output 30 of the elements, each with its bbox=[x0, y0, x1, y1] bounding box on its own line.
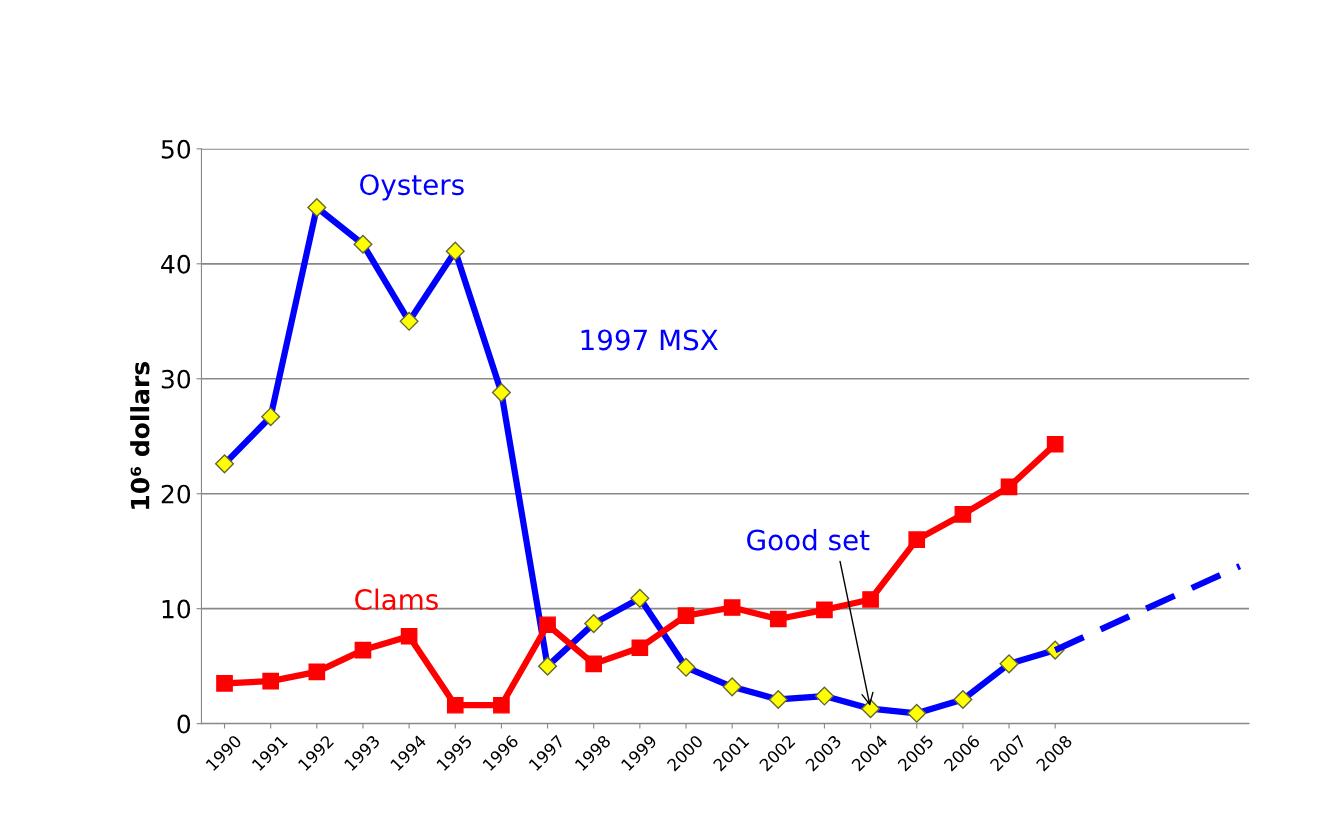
annotation: Clams bbox=[355, 588, 438, 611]
point bbox=[354, 641, 372, 659]
y-tick-label: 40 bbox=[161, 254, 191, 274]
point bbox=[769, 610, 787, 628]
y-tick-label: 50 bbox=[161, 139, 191, 159]
point bbox=[816, 601, 833, 619]
point bbox=[585, 655, 603, 673]
point bbox=[1046, 435, 1064, 453]
point bbox=[216, 675, 233, 692]
y-tick-label: 30 bbox=[161, 369, 191, 389]
point bbox=[677, 607, 695, 624]
annotation: Good set bbox=[747, 529, 870, 551]
y-tick-label: 10 bbox=[162, 599, 191, 619]
point bbox=[1000, 478, 1018, 496]
point bbox=[631, 639, 649, 657]
y-tick-label: 20 bbox=[161, 484, 191, 504]
point bbox=[862, 591, 879, 608]
point bbox=[493, 696, 510, 714]
point bbox=[723, 599, 741, 616]
point bbox=[908, 531, 926, 549]
point bbox=[539, 616, 556, 634]
point bbox=[262, 672, 280, 690]
annotation: Oysters bbox=[360, 174, 464, 201]
annotation: 1997 MSX bbox=[581, 329, 718, 351]
y-tick-label: 0 bbox=[177, 714, 191, 734]
point bbox=[446, 696, 464, 714]
point bbox=[954, 506, 972, 523]
point bbox=[400, 627, 418, 645]
y-axis-title: 10⁶ dollars bbox=[130, 362, 150, 509]
point bbox=[308, 663, 326, 681]
